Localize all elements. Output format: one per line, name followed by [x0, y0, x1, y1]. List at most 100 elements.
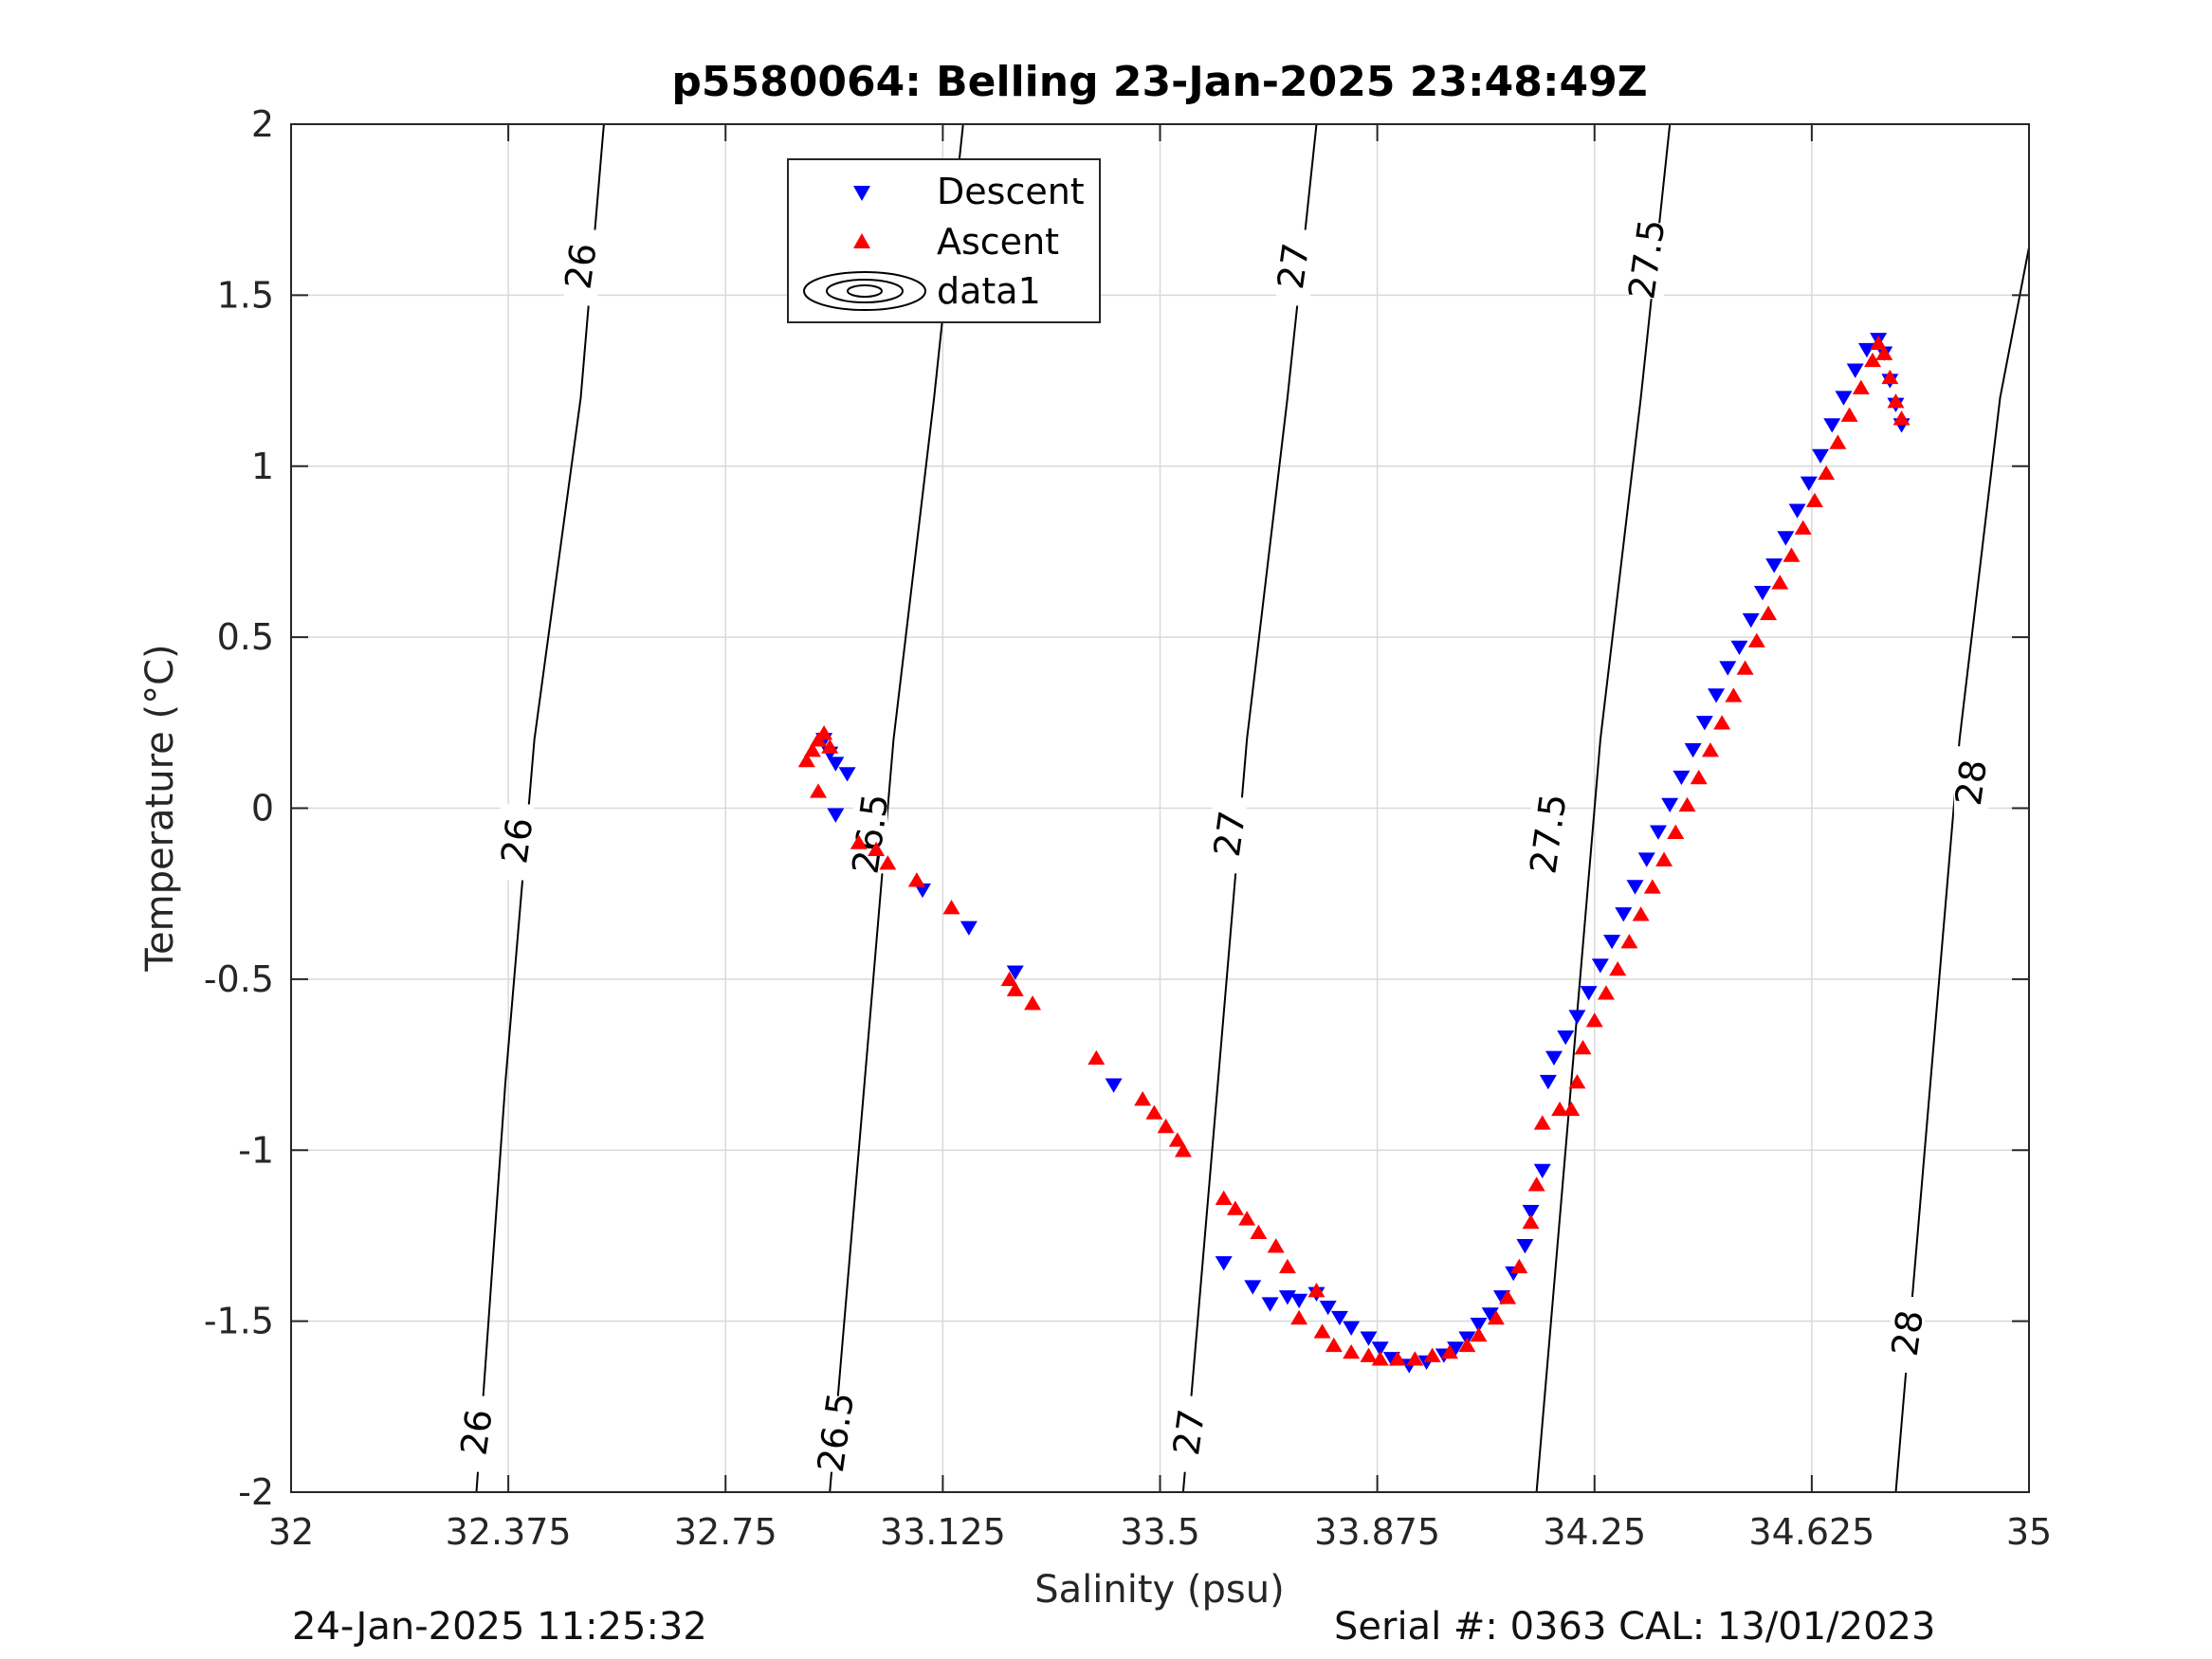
contour-label: 27 [1206, 809, 1253, 860]
ascent-point [1343, 1343, 1361, 1359]
x-tick-label: 34.25 [1543, 1511, 1646, 1553]
ascent-point [1406, 1351, 1424, 1366]
descent-point [1006, 965, 1024, 980]
chart-title: p5580064: Belling 23-Jan-2025 23:48:49Z [671, 58, 1647, 106]
legend-box [787, 158, 1101, 323]
y-tick-label: 0 [251, 788, 274, 830]
descent-point [1261, 1297, 1279, 1312]
contour-label-bg [459, 1395, 494, 1472]
footer-timestamp: 24-Jan-2025 11:25:32 [292, 1605, 707, 1649]
descent-point [1823, 418, 1841, 433]
legend-ascent-label: Ascent [937, 221, 1059, 263]
ascent-point [1088, 1049, 1106, 1066]
ascent-point [1360, 1347, 1378, 1362]
descent-point [1753, 586, 1771, 601]
x-axis-label: Salinity (psu) [1034, 1568, 1284, 1612]
ascent-point [1771, 574, 1789, 590]
ascent-point [1226, 1200, 1244, 1215]
descent-point [1516, 1239, 1534, 1254]
descent-point [1637, 852, 1655, 867]
descent-point [1319, 1300, 1337, 1316]
ascent-point [1168, 1132, 1186, 1147]
ascent-point [850, 834, 868, 849]
x-tick-label: 32.375 [446, 1511, 572, 1553]
descent-point [827, 757, 845, 772]
ascent-point [1725, 687, 1743, 702]
ascent-point [1887, 393, 1905, 409]
ascent-point [1655, 851, 1673, 866]
y-tick-label: 0.5 [217, 616, 274, 658]
contour-label-bg [1212, 797, 1247, 874]
x-tick-label: 33.875 [1314, 1511, 1440, 1553]
ascent-point [1818, 465, 1836, 481]
x-axis-ticks: 32 32.375 32.75 33.125 33.5 33.875 34.25 34.625… [268, 124, 2052, 1553]
descent-point [1626, 880, 1644, 895]
ascent-point [1006, 981, 1024, 996]
descent-point [1730, 640, 1748, 656]
x-tick-label: 35 [2006, 1511, 2052, 1553]
descent-point [1812, 448, 1830, 465]
ascent-point [1805, 492, 1823, 508]
contour-line-27.5 [1535, 123, 1672, 1493]
descent-point [1673, 770, 1691, 786]
ascent-point [1458, 1337, 1476, 1353]
ascent-point [1760, 605, 1778, 621]
y-tick-label: 1 [251, 446, 274, 487]
descent-point [1545, 1050, 1563, 1066]
ascent-point [1522, 1213, 1540, 1230]
ascent-point [1313, 1323, 1331, 1339]
descent-point [1777, 531, 1795, 546]
descent-point [1580, 986, 1598, 1001]
descent-point [1857, 342, 1875, 358]
ascent-point [1527, 1176, 1545, 1192]
ascent-point [1667, 824, 1685, 839]
descent-point [1742, 612, 1760, 629]
ascent-point [1423, 1347, 1441, 1362]
descent-point [838, 767, 856, 782]
ascent-point [1852, 379, 1870, 394]
contour-label-bg [1530, 797, 1565, 874]
descent-point [1481, 1307, 1499, 1322]
descent-point [1290, 1293, 1308, 1309]
descent-point [1603, 934, 1621, 950]
ascent-point [1238, 1211, 1256, 1226]
descent-point [1371, 1341, 1389, 1357]
descent-point [1215, 1256, 1233, 1271]
descent-point [1539, 1074, 1557, 1090]
ascent-point [1024, 995, 1042, 1011]
contour-label-bg [500, 804, 535, 881]
descent-point [1695, 716, 1713, 731]
ascent-point [1678, 796, 1696, 812]
ascent-point [810, 783, 828, 798]
ascent-series [797, 335, 1910, 1366]
ascent-point [1307, 1283, 1325, 1298]
descent-point [827, 808, 845, 823]
ascent-point [1568, 1074, 1586, 1089]
ascent-point [1145, 1104, 1163, 1120]
descent-point [1330, 1310, 1348, 1326]
descent-point [1765, 558, 1783, 574]
descent-point [960, 921, 978, 936]
ascent-point [1574, 1039, 1592, 1055]
y-tick-label: 2 [251, 103, 274, 145]
ascent-point [1000, 971, 1018, 987]
descent-series [815, 333, 1910, 1374]
ascent-point [1389, 1351, 1407, 1366]
descent-point [1649, 825, 1667, 840]
legend: Descent Ascent data1 [787, 158, 1101, 323]
y-tick-label: -1.5 [204, 1301, 274, 1342]
ascent-point [1499, 1289, 1517, 1304]
ascent-point [1713, 715, 1731, 730]
ascent-point [1632, 906, 1650, 921]
descent-point [1533, 1163, 1551, 1178]
ascent-point [1533, 1115, 1551, 1130]
ascent-point [1782, 547, 1801, 562]
contour-label: 27 [1270, 241, 1317, 292]
descent-point [1568, 1010, 1586, 1025]
legend-data1-label: data1 [937, 270, 1041, 312]
x-tick-label: 32.75 [674, 1511, 777, 1553]
y-tick-label: 1.5 [217, 274, 274, 316]
ascent-point [1701, 742, 1719, 757]
ascent-point [1875, 345, 1893, 360]
legend-contour-icon [803, 271, 926, 311]
